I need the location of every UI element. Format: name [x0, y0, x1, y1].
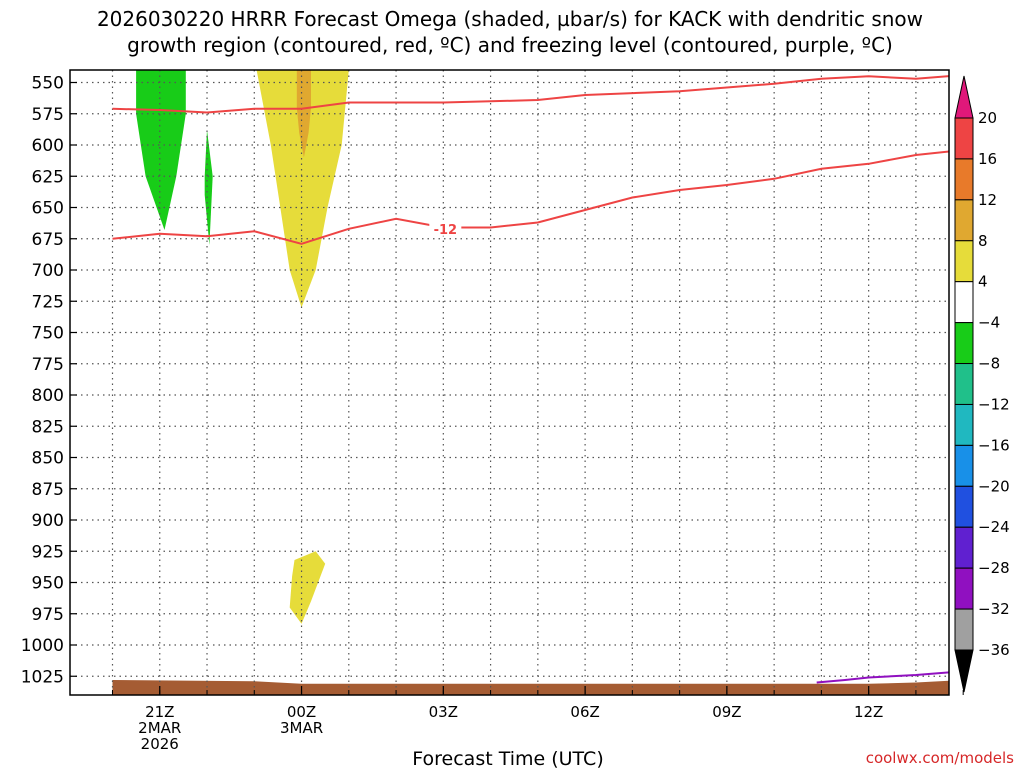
- x-tick-label: 09Z: [712, 703, 741, 721]
- x-tick-label: 12Z: [854, 703, 883, 721]
- colorbar-segment: [954, 526, 974, 569]
- x-tick-label: 06Z: [570, 703, 599, 721]
- x-tick-label: 03Z: [429, 703, 458, 721]
- contour-label: -12: [434, 223, 458, 238]
- x-tick-label: 00Z: [287, 703, 316, 721]
- y-tick-label: 800: [32, 386, 64, 406]
- colorbar-segment: [954, 281, 974, 324]
- credit-text: coolwx.com/models: [866, 749, 1014, 767]
- y-tick-label: 1000: [21, 636, 64, 656]
- chart-title-line-2: growth region (contoured, red, ºC) and f…: [127, 33, 893, 57]
- chart-title-line-1: 2026030220 HRRR Forecast Omega (shaded, …: [97, 7, 923, 31]
- colorbar-segment: [954, 117, 974, 160]
- y-tick-label: 750: [32, 324, 64, 344]
- colorbar-tick-label: −12: [978, 395, 1010, 413]
- y-tick-label: 675: [32, 230, 64, 250]
- colorbar-segment: [954, 444, 974, 487]
- y-tick-label: 900: [32, 511, 64, 531]
- y-tick-label: 775: [32, 355, 64, 375]
- omega-region-1: [204, 130, 213, 245]
- colorbar-bottom-triangle: [954, 649, 974, 693]
- y-tick-label: 700: [32, 261, 64, 281]
- x-tick-label: 2026: [141, 735, 179, 753]
- y-tick-label: 575: [32, 105, 64, 125]
- omega-region-0: [136, 70, 186, 230]
- colorbar-tick-label: −8: [978, 355, 1000, 373]
- colorbar-tick-label: −16: [978, 436, 1010, 454]
- omega-region-2: [256, 70, 349, 308]
- y-tick-label: 925: [32, 542, 64, 562]
- colorbar-segment: [954, 363, 974, 405]
- plot-frame: [69, 69, 950, 696]
- colorbar-segment: [954, 403, 974, 446]
- freezing-level-contour-0: [816, 671, 949, 684]
- x-axis-label: Forecast Time (UTC): [412, 748, 603, 768]
- colorbar-segment: [954, 567, 974, 610]
- colorbar-tick-label: 8: [978, 232, 988, 250]
- colorbar-tick-label: 20: [978, 109, 997, 127]
- y-tick-label: 725: [32, 292, 64, 312]
- colorbar-tick-label: −4: [978, 314, 1000, 332]
- colorbar-tick-label: 12: [978, 191, 997, 209]
- y-tick-label: 625: [32, 167, 64, 187]
- y-tick-label: 850: [32, 449, 64, 469]
- dendritic-contour-1: [112, 150, 949, 245]
- colorbar-tick-label: −28: [978, 559, 1010, 577]
- omega-region-4: [296, 70, 311, 158]
- y-tick-label: 600: [32, 136, 64, 156]
- x-tick-label: 3MAR: [280, 719, 323, 737]
- y-tick-label: 1025: [21, 667, 64, 687]
- surface-terrain: [112, 680, 949, 695]
- x-tick-label: 2MAR: [138, 719, 181, 737]
- colorbar-segment: [954, 199, 974, 242]
- y-tick-label: 975: [32, 605, 64, 625]
- colorbar-segment: [954, 608, 974, 651]
- colorbar-top-triangle: [954, 75, 974, 119]
- dendritic-contour-0: [112, 75, 949, 114]
- colorbar-segment: [954, 158, 974, 201]
- contour-label-bg: [429, 219, 462, 236]
- colorbar-tick-label: −36: [978, 641, 1010, 659]
- y-tick-label: 950: [32, 574, 64, 594]
- axes: 550 575 600 625 650 675 700 725 750 775 800 825 850 8…: [21, 69, 964, 753]
- plot-area: -12: [70, 70, 949, 695]
- omega-region-3: [289, 551, 326, 624]
- colorbar-tick-label: 4: [978, 273, 988, 291]
- colorbar: 20 16 12 8 4 −4 −8 −12 −16 −20 −24 −28 −32 −36: [954, 75, 1010, 693]
- y-tick-label: 875: [32, 480, 64, 500]
- colorbar-tick-label: 16: [978, 150, 997, 168]
- colorbar-tick-label: −20: [978, 477, 1010, 495]
- colorbar-tick-label: −32: [978, 600, 1010, 618]
- colorbar-segment: [954, 240, 974, 283]
- y-tick-label: 550: [32, 74, 64, 94]
- y-tick-label: 825: [32, 417, 64, 437]
- colorbar-segment: [954, 322, 974, 365]
- colorbar-segment: [954, 485, 974, 528]
- y-tick-label: 650: [32, 199, 64, 219]
- colorbar-tick-label: −24: [978, 518, 1010, 536]
- x-tick-label: 21Z: [145, 703, 174, 721]
